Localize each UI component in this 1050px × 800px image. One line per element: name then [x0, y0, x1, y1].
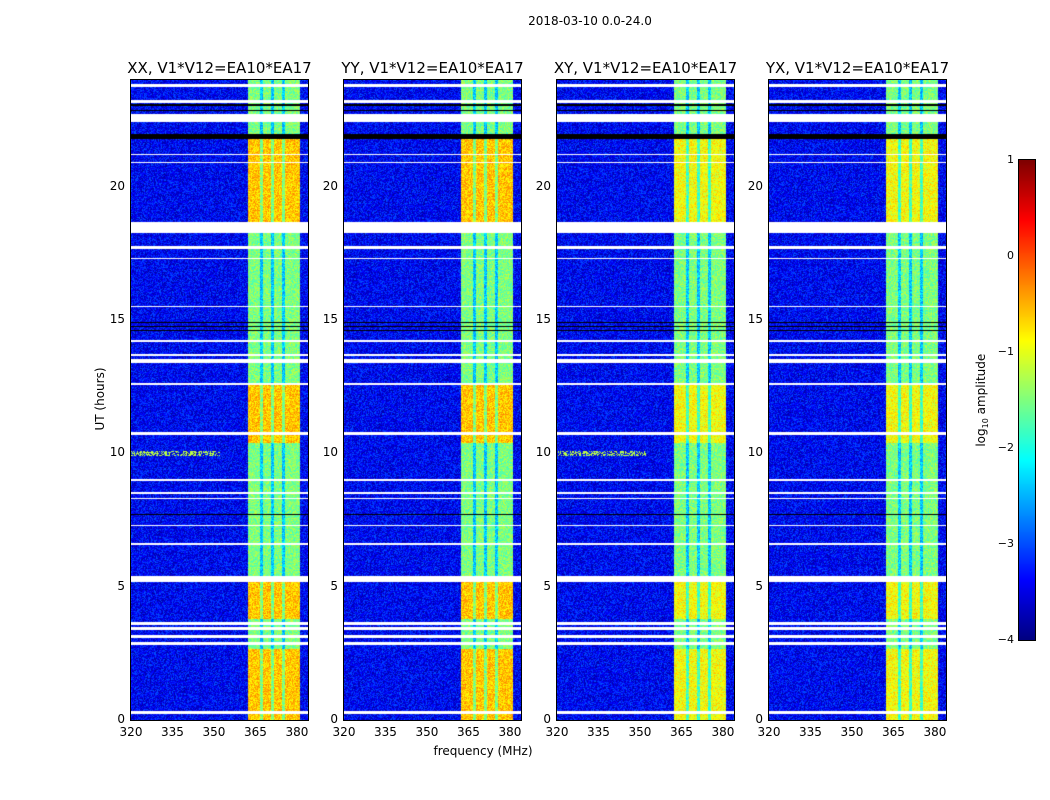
y-tick-label: 10: [109, 445, 125, 460]
y-tick-label: 15: [535, 312, 551, 326]
spectrogram-panel: [343, 79, 522, 721]
y-tick-label: 15: [109, 312, 125, 326]
spectrogram-panel: [556, 79, 735, 721]
x-tick-label: 365: [882, 725, 905, 739]
panel-title: XX, V1*V12=EA10*EA17: [127, 59, 312, 77]
y-tick-label: 0: [755, 712, 763, 726]
y-tick-label: 20: [322, 178, 338, 193]
x-tick-label: 320: [119, 725, 143, 739]
x-tick-label: 320: [332, 725, 356, 739]
x-tick-label: 380: [923, 725, 947, 739]
x-tick-label: 350: [202, 725, 226, 739]
y-tick-label: 5: [543, 578, 551, 593]
x-tick-label: 320: [757, 725, 781, 739]
y-tick-label: 20: [109, 178, 125, 193]
x-tick-label: 380: [711, 725, 735, 739]
colorbar-label: log10 amplitude: [973, 353, 991, 447]
y-tick-label: 20: [747, 178, 763, 193]
x-tick-label: 350: [628, 725, 652, 739]
x-tick-label: 335: [799, 725, 822, 739]
y-tick-label: 5: [117, 578, 125, 593]
x-tick-label: 335: [374, 725, 397, 739]
spectrogram-image: [557, 80, 734, 720]
x-tick-label: 380: [498, 725, 522, 739]
y-tick-label: 15: [747, 312, 763, 326]
y-tick-label: 20: [535, 178, 551, 193]
y-tick-label: 0: [117, 712, 125, 726]
colorbar-tick-label: 1: [1007, 153, 1014, 166]
y-axis-label: UT (hours): [93, 367, 107, 431]
y-tick-label: 0: [330, 712, 338, 726]
x-tick-label: 350: [415, 725, 439, 739]
spectrogram-image: [344, 80, 521, 720]
spectrogram-panel: [130, 79, 309, 721]
colorbar: [1018, 159, 1036, 641]
y-tick-label: 10: [535, 445, 551, 460]
spectrogram-panel: [768, 79, 947, 721]
panel-title: YX, V1*V12=EA10*EA17: [765, 59, 950, 77]
spectrogram-image: [769, 80, 946, 720]
x-tick-label: 320: [545, 725, 569, 739]
x-tick-label: 350: [840, 725, 864, 739]
colorbar-tick-label: −4: [997, 633, 1014, 646]
x-tick-label: 335: [161, 725, 184, 739]
y-tick-label: 5: [755, 578, 763, 593]
colorbar-tick-label: −2: [997, 441, 1014, 454]
colorbar-tick-label: −1: [997, 345, 1014, 358]
x-tick-label: 365: [457, 725, 480, 739]
panel-title: XY, V1*V12=EA10*EA17: [553, 59, 738, 77]
spectrogram-image: [131, 80, 308, 720]
figure-title: 2018-03-10 0.0-24.0: [528, 14, 652, 28]
y-tick-label: 0: [543, 712, 551, 726]
y-tick-label: 10: [747, 445, 763, 460]
y-tick-label: 10: [322, 445, 338, 460]
y-tick-label: 15: [322, 312, 338, 326]
x-tick-label: 365: [244, 725, 267, 739]
y-tick-label: 5: [330, 578, 338, 593]
x-axis-label: frequency (MHz): [433, 744, 533, 758]
x-tick-label: 365: [670, 725, 693, 739]
x-tick-label: 380: [285, 725, 309, 739]
x-tick-label: 335: [587, 725, 610, 739]
colorbar-tick-label: −3: [997, 537, 1014, 550]
panel-title: YY, V1*V12=EA10*EA17: [341, 59, 524, 77]
colorbar-tick-label: 0: [1007, 249, 1014, 262]
